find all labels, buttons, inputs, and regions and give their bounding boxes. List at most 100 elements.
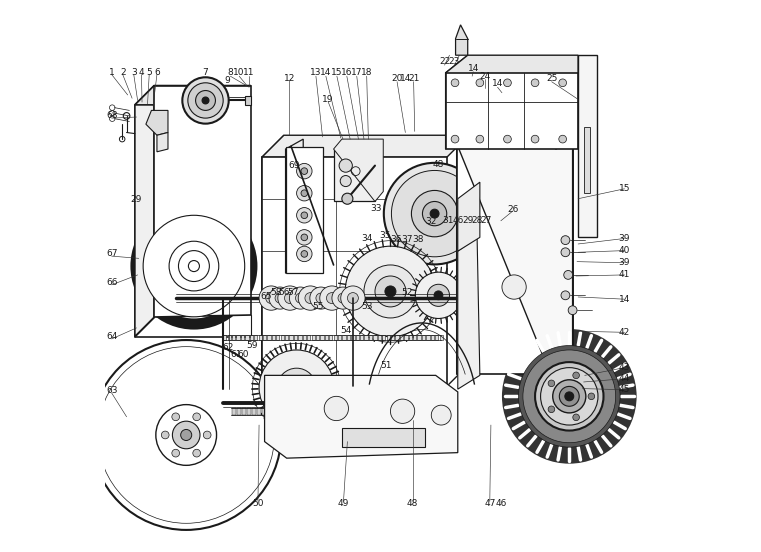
Bar — [391, 335, 394, 340]
Bar — [396, 335, 399, 340]
Bar — [311, 335, 315, 340]
Bar — [371, 408, 375, 415]
Bar — [272, 335, 275, 340]
Bar — [584, 127, 591, 193]
Bar — [232, 408, 236, 415]
Bar — [446, 73, 578, 149]
Bar — [457, 144, 572, 374]
Circle shape — [301, 251, 307, 257]
Polygon shape — [458, 182, 480, 251]
Ellipse shape — [139, 213, 149, 229]
Circle shape — [297, 208, 312, 223]
Bar — [291, 408, 295, 415]
Circle shape — [203, 431, 211, 439]
Text: 9: 9 — [224, 76, 230, 85]
Polygon shape — [157, 132, 168, 152]
Text: 53: 53 — [361, 302, 372, 311]
Bar — [491, 204, 502, 224]
Text: 23: 23 — [449, 57, 460, 66]
Bar — [431, 335, 434, 340]
Bar — [374, 335, 377, 340]
Bar — [294, 335, 297, 340]
Text: 20: 20 — [391, 74, 403, 83]
Bar — [245, 96, 251, 105]
Circle shape — [305, 293, 316, 304]
Text: 3: 3 — [131, 68, 137, 77]
Text: 64: 64 — [106, 332, 117, 341]
Text: 25: 25 — [546, 74, 557, 83]
Circle shape — [431, 405, 451, 425]
Bar — [377, 335, 381, 340]
Circle shape — [340, 176, 352, 187]
Bar — [346, 408, 350, 415]
Circle shape — [476, 79, 484, 87]
Bar — [262, 157, 447, 386]
Bar — [355, 335, 359, 340]
Bar — [311, 408, 315, 415]
Text: 29: 29 — [131, 195, 142, 204]
Text: 14: 14 — [320, 68, 332, 77]
Circle shape — [297, 246, 312, 262]
Polygon shape — [342, 428, 425, 447]
Circle shape — [172, 413, 180, 421]
Bar — [435, 335, 438, 340]
Circle shape — [523, 350, 616, 443]
Bar — [228, 335, 231, 340]
Bar — [360, 335, 364, 340]
Circle shape — [348, 293, 358, 304]
Text: 12: 12 — [284, 74, 295, 83]
Polygon shape — [262, 135, 284, 386]
Circle shape — [561, 248, 570, 257]
Circle shape — [540, 368, 598, 425]
Ellipse shape — [422, 427, 428, 447]
Text: 36: 36 — [390, 235, 402, 244]
Circle shape — [518, 346, 620, 447]
Circle shape — [143, 215, 245, 317]
Text: 63: 63 — [106, 386, 117, 395]
Polygon shape — [265, 375, 458, 458]
Circle shape — [559, 135, 566, 143]
Bar — [298, 335, 301, 340]
Circle shape — [316, 293, 326, 303]
Circle shape — [332, 287, 354, 309]
Circle shape — [188, 83, 223, 118]
Bar — [361, 408, 365, 415]
Circle shape — [476, 135, 484, 143]
Text: 50: 50 — [252, 499, 264, 508]
Text: 46: 46 — [452, 216, 463, 225]
Text: 55: 55 — [312, 302, 323, 311]
Circle shape — [504, 135, 511, 143]
Bar — [232, 335, 235, 340]
Bar — [421, 408, 425, 415]
Bar — [352, 408, 355, 415]
Bar — [578, 55, 597, 237]
Bar — [382, 335, 386, 340]
Bar — [263, 335, 266, 340]
Circle shape — [548, 406, 555, 413]
Bar — [285, 335, 288, 340]
Text: 41: 41 — [619, 270, 630, 279]
Text: 13: 13 — [310, 68, 322, 77]
Polygon shape — [457, 121, 479, 374]
Circle shape — [275, 293, 285, 303]
Circle shape — [390, 399, 415, 423]
Text: 24: 24 — [479, 72, 491, 81]
Text: 66: 66 — [106, 278, 117, 287]
Bar — [321, 408, 325, 415]
Circle shape — [301, 212, 307, 219]
Circle shape — [416, 272, 462, 319]
Bar — [301, 408, 305, 415]
Circle shape — [385, 286, 396, 297]
Text: 65: 65 — [260, 293, 272, 301]
Text: 14: 14 — [400, 74, 411, 83]
Bar — [303, 335, 306, 340]
Text: 14: 14 — [467, 64, 479, 73]
Text: 1: 1 — [109, 68, 115, 77]
Bar — [254, 335, 257, 340]
Bar — [317, 408, 320, 415]
Circle shape — [320, 286, 344, 310]
Bar — [272, 408, 275, 415]
Circle shape — [345, 246, 436, 337]
Circle shape — [295, 293, 305, 303]
Circle shape — [297, 163, 312, 179]
